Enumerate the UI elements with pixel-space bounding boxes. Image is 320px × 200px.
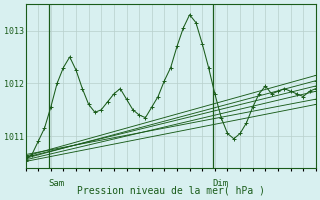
Text: Sam: Sam xyxy=(49,179,65,188)
Text: Dim: Dim xyxy=(213,179,229,188)
X-axis label: Pression niveau de la mer( hPa ): Pression niveau de la mer( hPa ) xyxy=(77,186,265,196)
